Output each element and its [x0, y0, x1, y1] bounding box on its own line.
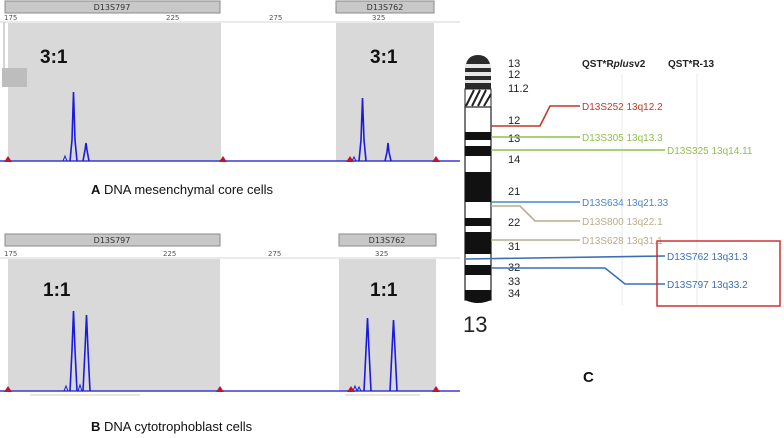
- panel-b-tick-225: 225: [163, 250, 176, 258]
- panel-b-caption-text: DNA cytotrophoblast cells: [100, 419, 252, 434]
- band-label-q14: 14: [508, 154, 520, 166]
- connector-d13s800: [491, 205, 580, 222]
- panel-a-peak-left-minor: [82, 142, 90, 162]
- panel-a-caption: A DNA mesenchymal core cells: [91, 182, 274, 197]
- panel-b-peak-right-2: [389, 319, 398, 392]
- panel-b-marker-right-label: D13S762: [369, 236, 406, 245]
- panel-a-ratio-right: 3:1: [370, 47, 398, 68]
- chromosome-13-ideogram: 13: [463, 55, 492, 337]
- panel-a-peak-left-major: [69, 91, 78, 162]
- panel-b-caption: B DNA cytotrophoblast cells: [91, 419, 253, 434]
- band-label-q31: 31: [508, 241, 520, 253]
- band-label-q13: 13: [508, 133, 520, 145]
- panel-a-scroll-handle: [2, 68, 27, 87]
- panel-a-tick-275: 275: [269, 14, 282, 22]
- panel-a-caption-text: DNA mesenchymal core cells: [100, 182, 273, 197]
- panel-b-size-marker-3: [347, 386, 355, 392]
- panel-b-size-marker-4: [432, 386, 440, 392]
- band-label-q33: 33: [508, 276, 520, 288]
- panel-b-ratio-right: 1:1: [370, 280, 398, 301]
- panel-a-marker-left-bar: [4, 0, 221, 14]
- panel-c-column-header-1: QST*Rplusv2: [582, 59, 646, 70]
- panel-a-tick-325: 325: [372, 14, 385, 22]
- marker-label-d13s325: D13S325 13q14.11: [667, 146, 753, 157]
- connector-d13s762: [465, 255, 666, 260]
- band-label-q22: 22: [508, 217, 520, 229]
- panel-a-bin-right: [336, 23, 434, 161]
- chromosome-number: 13: [463, 312, 487, 337]
- panel-a-peak-right-major: [358, 97, 367, 162]
- panel-a-marker-right-bar: [335, 0, 435, 14]
- panel-a-marker-left-label: D13S797: [94, 3, 131, 12]
- panel-b-bin-left: [8, 259, 220, 391]
- band-label-p11-2: 11.2: [508, 83, 529, 95]
- panel-a-marker-right-label: D13S762: [367, 3, 404, 12]
- band-label-q34: 34: [508, 288, 520, 300]
- panel-a-caption-letter: A: [91, 182, 101, 197]
- connector-d13s797: [491, 267, 665, 285]
- panel-a-size-marker-2: [219, 156, 227, 162]
- marker-label-d13s305: D13S305 13q13.3: [582, 133, 663, 144]
- panel-a-electropherogram: D13S797 D13S762 175 225 275 325 3:1 3:1 …: [0, 0, 460, 197]
- band-label-q12: 12: [508, 115, 520, 127]
- marker-label-d13s628: D13S628 13q31.1: [582, 236, 663, 247]
- marker-label-d13s800: D13S800 13q22.1: [582, 217, 663, 228]
- panel-b-tick-325: 325: [375, 250, 388, 258]
- panel-a-tick-175: 175: [4, 14, 17, 22]
- panel-c-chromosome-map: QST*Rplusv2 QST*R-13 13: [463, 55, 781, 386]
- panel-a-tick-225: 225: [166, 14, 179, 22]
- panel-c-column-header-2: QST*R-13: [668, 59, 715, 70]
- panel-b-peak-left-1: [69, 310, 78, 392]
- panel-b-size-marker-2: [216, 386, 224, 392]
- marker-label-d13s797: D13S797 13q33.2: [667, 280, 748, 291]
- panel-c-letter: C: [583, 369, 594, 386]
- panel-b-tick-175: 175: [4, 250, 17, 258]
- panel-a-size-marker-1: [4, 156, 12, 162]
- panel-b-peak-right-1: [363, 317, 372, 392]
- panel-b-tick-275: 275: [268, 250, 281, 258]
- panel-a-ratio-left: 3:1: [40, 47, 68, 68]
- panel-b-marker-left-bar: [4, 233, 221, 247]
- panel-b-caption-letter: B: [91, 419, 100, 434]
- band-label-p13: 13: [508, 58, 520, 70]
- panel-a-size-marker-4: [432, 156, 440, 162]
- panel-b-marker-right-bar: [338, 233, 437, 247]
- connector-d13s252: [491, 105, 580, 127]
- panel-b-electropherogram: D13S797 D13S762 175 225 275 325 1:1 1:1 …: [0, 233, 460, 434]
- panel-b-ratio-left: 1:1: [43, 280, 71, 301]
- panel-b-peak-left-2: [82, 314, 91, 392]
- panel-b-bin-right: [339, 259, 436, 391]
- marker-label-d13s252: D13S252 13q12.2: [582, 102, 663, 113]
- panel-b-marker-left-label: D13S797: [94, 236, 131, 245]
- panel-b-size-marker-1: [4, 386, 12, 392]
- panel-a-bin-left: [8, 23, 221, 161]
- marker-label-d13s634: D13S634 13q21.33: [582, 198, 669, 209]
- panel-a-peak-right-minor: [384, 142, 392, 162]
- band-label-q21: 21: [508, 186, 520, 198]
- band-label-p12: 12: [508, 69, 520, 81]
- marker-label-d13s762: D13S762 13q31.3: [667, 252, 748, 263]
- highlight-box: [656, 240, 781, 307]
- panel-a-size-marker-3: [346, 156, 354, 162]
